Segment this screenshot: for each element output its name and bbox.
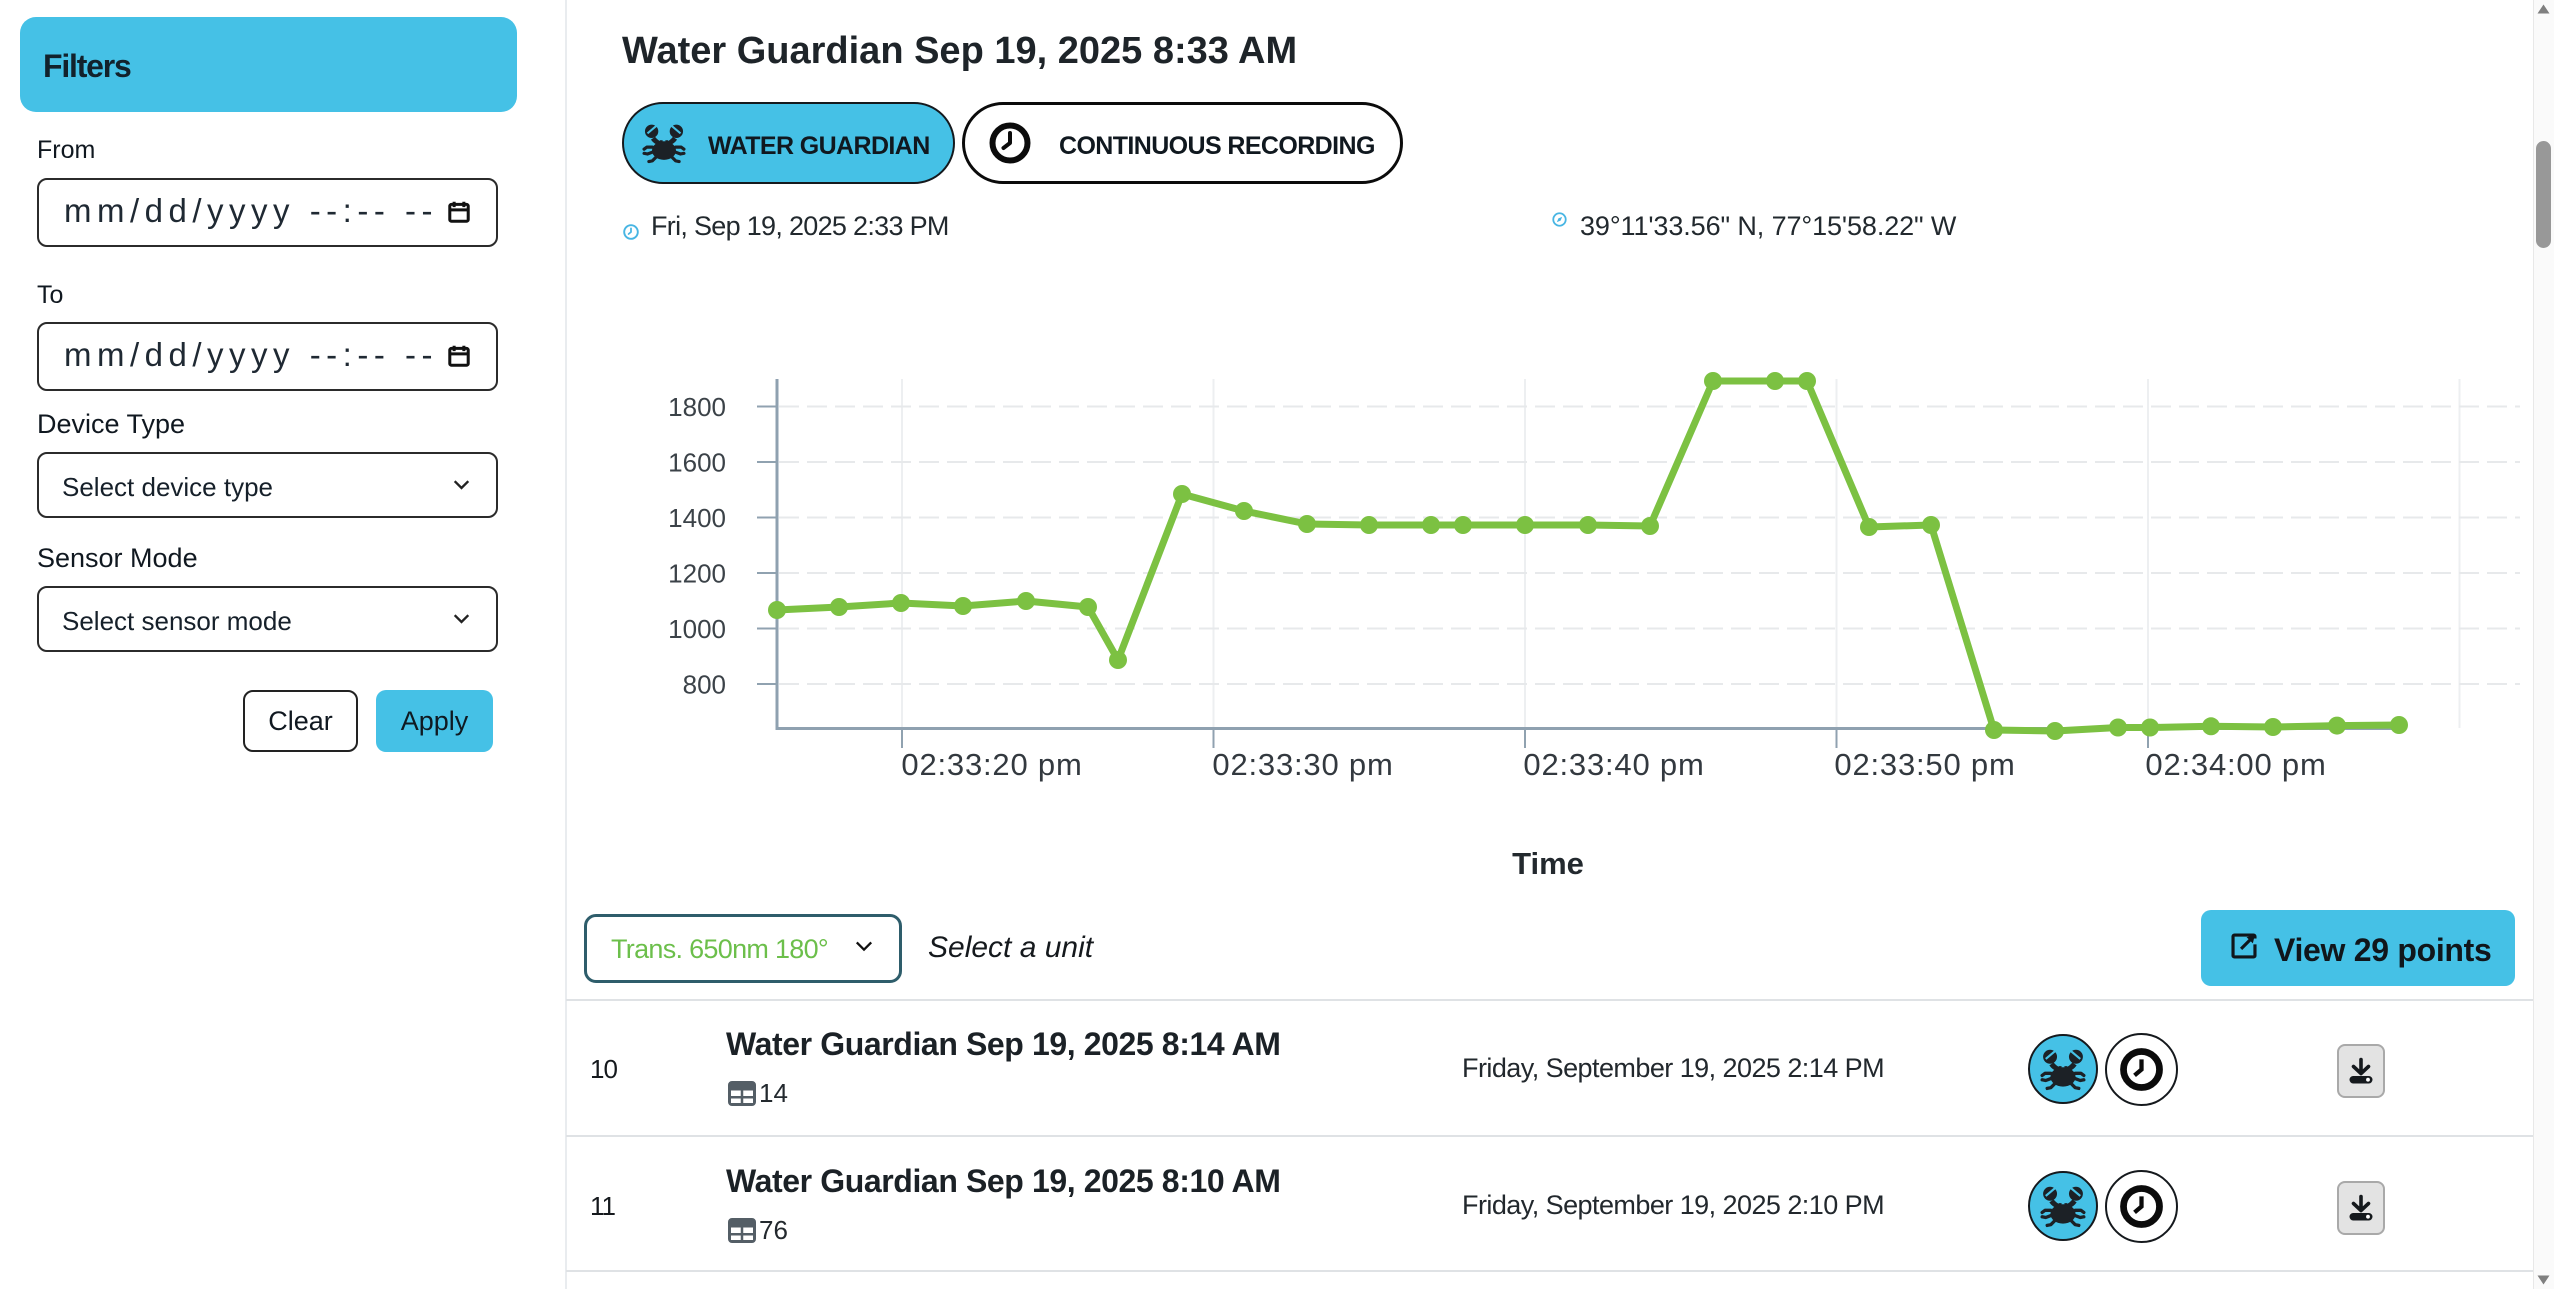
- svg-text:1400: 1400: [668, 503, 726, 533]
- svg-text:1200: 1200: [668, 559, 726, 589]
- svg-text:02:33:50 pm: 02:33:50 pm: [1834, 747, 2015, 782]
- svg-text:1800: 1800: [668, 392, 726, 422]
- svg-text:1000: 1000: [668, 614, 726, 644]
- svg-text:02:34:00 pm: 02:34:00 pm: [2145, 747, 2326, 782]
- svg-text:1600: 1600: [668, 448, 726, 478]
- svg-text:800: 800: [683, 670, 726, 700]
- svg-text:02:33:40 pm: 02:33:40 pm: [1523, 747, 1704, 782]
- svg-text:02:33:20 pm: 02:33:20 pm: [901, 747, 1082, 782]
- svg-text:02:33:30 pm: 02:33:30 pm: [1212, 747, 1393, 782]
- svg-text:Time: Time: [1512, 846, 1584, 881]
